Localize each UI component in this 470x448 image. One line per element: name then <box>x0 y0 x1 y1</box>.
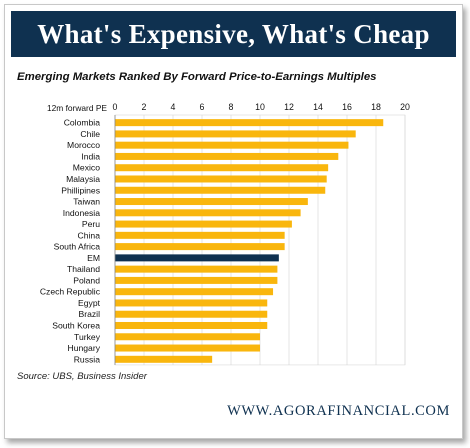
bar <box>115 152 339 160</box>
category-label: Thailand <box>67 264 100 274</box>
source-note: Source: UBS, Business Insider <box>17 371 147 382</box>
bar <box>115 141 349 149</box>
bar <box>115 333 260 341</box>
banner-title: What's Expensive, What's Cheap <box>11 11 456 57</box>
bar <box>115 321 268 329</box>
x-tick-label: 14 <box>313 102 323 112</box>
category-label: Poland <box>73 275 100 285</box>
category-label: Morocco <box>67 140 100 150</box>
category-label: Hungary <box>68 343 101 353</box>
category-label: Taiwan <box>73 197 100 207</box>
category-label: India <box>81 151 100 161</box>
x-tick-label: 12 <box>284 102 294 112</box>
bar <box>115 220 292 228</box>
category-label: Chile <box>80 129 100 139</box>
x-tick-label: 6 <box>200 102 205 112</box>
x-tick-label: 18 <box>371 102 381 112</box>
chart-card: What's Expensive, What's Cheap Emerging … <box>4 4 463 439</box>
category-label: South Korea <box>52 320 100 330</box>
category-label: Mexico <box>73 163 100 173</box>
bar <box>115 288 274 296</box>
bar <box>115 119 384 127</box>
category-label: Phillipines <box>61 185 100 195</box>
x-tick-label: 4 <box>171 102 176 112</box>
bar <box>115 175 327 183</box>
bar <box>115 299 268 307</box>
bar <box>115 243 285 251</box>
x-tick-label: 10 <box>255 102 265 112</box>
footer-site: WWW.AGORAFINANCIAL.COM <box>227 403 450 419</box>
category-label: Colombia <box>64 118 101 128</box>
bar <box>115 344 260 352</box>
bar <box>115 265 278 273</box>
bar <box>115 231 285 239</box>
bar <box>115 164 329 172</box>
x-tick-label: 2 <box>142 102 147 112</box>
category-label: Czech Republic <box>40 287 101 297</box>
bar <box>115 254 279 262</box>
category-label: Indonesia <box>63 208 100 218</box>
category-label: Turkey <box>74 332 101 342</box>
bar <box>115 355 213 363</box>
bar <box>115 186 326 194</box>
bar <box>115 198 308 206</box>
category-label: South Africa <box>54 242 101 252</box>
bar <box>115 310 268 318</box>
category-label: Egypt <box>78 298 101 308</box>
category-label: EM <box>87 253 100 263</box>
x-tick-label: 20 <box>400 102 410 112</box>
bar <box>115 209 301 217</box>
x-tick-label: 8 <box>229 102 234 112</box>
category-label: Brazil <box>79 309 101 319</box>
x-tick-label: 0 <box>113 102 118 112</box>
chart-title: Emerging Markets Ranked By Forward Price… <box>17 71 377 83</box>
category-label: Malaysia <box>66 174 100 184</box>
category-label: Russia <box>74 354 100 364</box>
bar <box>115 130 356 138</box>
x-tick-label: 16 <box>342 102 352 112</box>
category-label: Peru <box>82 219 100 229</box>
bar <box>115 276 278 284</box>
category-label: China <box>78 230 101 240</box>
axis-title: 12m forward PE <box>47 103 107 113</box>
